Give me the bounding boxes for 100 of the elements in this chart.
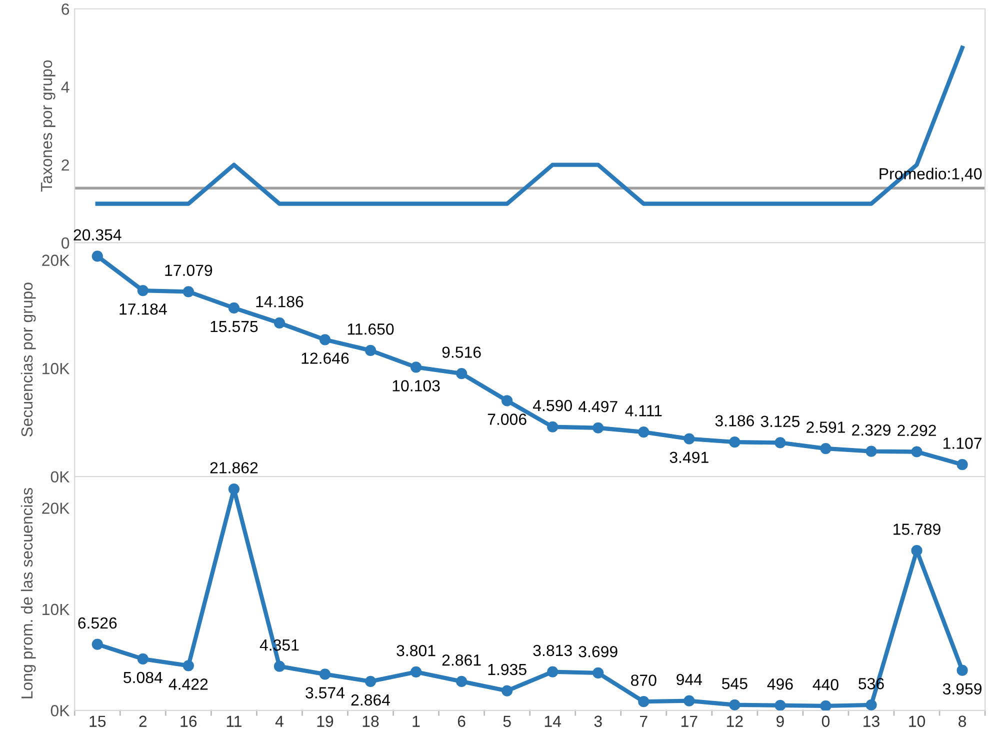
point bbox=[502, 685, 513, 696]
data-label: 2.329 bbox=[852, 424, 890, 436]
data-label: 870 bbox=[631, 674, 656, 686]
point bbox=[820, 700, 832, 710]
point bbox=[410, 666, 422, 678]
data-label: 440 bbox=[812, 678, 838, 690]
data-label: 21.862 bbox=[210, 462, 258, 474]
point bbox=[774, 700, 786, 710]
point bbox=[820, 442, 832, 454]
y-tick-label: 10K bbox=[42, 362, 70, 374]
data-label: 3.813 bbox=[533, 644, 572, 656]
data-label: 15.789 bbox=[894, 524, 940, 535]
y-tick-label: 20K bbox=[42, 254, 70, 266]
data-label: 15.575 bbox=[210, 321, 258, 332]
x-tick-label: 18 bbox=[362, 716, 379, 727]
point bbox=[319, 334, 331, 346]
point bbox=[956, 459, 968, 470]
point bbox=[911, 545, 922, 556]
point bbox=[137, 284, 148, 296]
y-tick-label: 0K bbox=[50, 705, 70, 716]
data-label: 2.591 bbox=[806, 422, 845, 433]
x-tick-label: 6 bbox=[458, 716, 466, 727]
x-tick-label: 17 bbox=[682, 716, 698, 727]
data-label: 12.646 bbox=[302, 352, 349, 364]
data-label: 17.184 bbox=[120, 303, 167, 315]
point bbox=[456, 676, 468, 687]
data-label: 3.801 bbox=[396, 644, 436, 656]
y-tick-label: 0K bbox=[50, 471, 70, 483]
data-label: 1.935 bbox=[488, 664, 526, 676]
point bbox=[547, 666, 558, 678]
point bbox=[410, 362, 422, 373]
point bbox=[364, 344, 376, 356]
x-tick-label: 7 bbox=[640, 716, 648, 727]
y-tick-label: 10K bbox=[42, 604, 70, 616]
x-tick-label: 5 bbox=[503, 716, 511, 727]
point bbox=[729, 436, 740, 448]
point bbox=[729, 699, 740, 710]
x-tick-label: 15 bbox=[90, 716, 106, 727]
point bbox=[182, 286, 194, 298]
x-tick-label: 13 bbox=[864, 716, 880, 727]
data-label: 3.125 bbox=[760, 416, 800, 428]
y-axis-title: Taxones por grupo bbox=[41, 60, 56, 192]
data-label: 4.497 bbox=[578, 400, 618, 412]
data-label: 7.006 bbox=[488, 414, 526, 425]
point bbox=[92, 250, 103, 262]
data-label: 3.699 bbox=[578, 646, 618, 658]
x-tick-label: 11 bbox=[226, 716, 242, 727]
data-label: 17.079 bbox=[165, 264, 212, 276]
y-tick-label: 2 bbox=[62, 159, 69, 171]
data-label: 2.861 bbox=[442, 654, 481, 666]
x-tick-label: 9 bbox=[776, 716, 784, 727]
point bbox=[274, 317, 286, 329]
x-tick-label: 1 bbox=[412, 716, 420, 727]
y-axis-title: Long prom. de las secuencias bbox=[20, 488, 36, 698]
x-tick-label: 16 bbox=[180, 716, 197, 727]
data-label: 545 bbox=[722, 678, 748, 690]
data-label: 4.111 bbox=[625, 405, 662, 416]
x-tick-label: 3 bbox=[594, 716, 602, 727]
point bbox=[956, 664, 968, 676]
point bbox=[866, 446, 877, 457]
data-label: 3.959 bbox=[942, 683, 982, 695]
point bbox=[638, 696, 650, 708]
y-tick-label: 20K bbox=[42, 502, 70, 514]
y-tick-label: 0 bbox=[62, 237, 70, 249]
data-label: 3.186 bbox=[715, 415, 754, 426]
y-tick-label: 6 bbox=[62, 4, 70, 15]
point bbox=[684, 433, 695, 444]
y-axis-title: Secuencias por grupo bbox=[20, 282, 36, 437]
data-label: 4.422 bbox=[168, 678, 208, 690]
point bbox=[592, 667, 604, 679]
point bbox=[592, 422, 604, 434]
point bbox=[684, 695, 695, 706]
x-tick-label: 0 bbox=[822, 716, 830, 727]
data-label: 10.103 bbox=[392, 380, 440, 392]
point bbox=[638, 426, 650, 438]
point bbox=[502, 395, 513, 406]
data-label: 5.084 bbox=[124, 672, 162, 684]
data-label: 2.292 bbox=[898, 424, 936, 436]
point bbox=[274, 660, 286, 672]
x-tick-label: 10 bbox=[909, 716, 926, 727]
point bbox=[228, 302, 240, 314]
data-label: 496 bbox=[767, 678, 793, 690]
y-tick-label: 4 bbox=[61, 82, 70, 93]
data-label: 3.491 bbox=[670, 452, 708, 463]
data-label: 2.864 bbox=[351, 694, 390, 706]
point bbox=[92, 638, 103, 650]
point bbox=[319, 668, 331, 680]
point bbox=[137, 653, 148, 664]
data-label: 3.574 bbox=[306, 687, 345, 698]
data-label: 1.107 bbox=[944, 438, 982, 449]
point bbox=[547, 421, 558, 432]
point bbox=[911, 446, 922, 458]
point bbox=[228, 484, 240, 495]
data-label: 9.516 bbox=[442, 346, 481, 358]
point bbox=[182, 660, 194, 672]
point bbox=[774, 437, 786, 448]
data-label: 14.186 bbox=[256, 296, 304, 308]
x-tick-label: 14 bbox=[544, 716, 562, 727]
point bbox=[364, 676, 376, 687]
data-label: 20.354 bbox=[74, 229, 122, 241]
